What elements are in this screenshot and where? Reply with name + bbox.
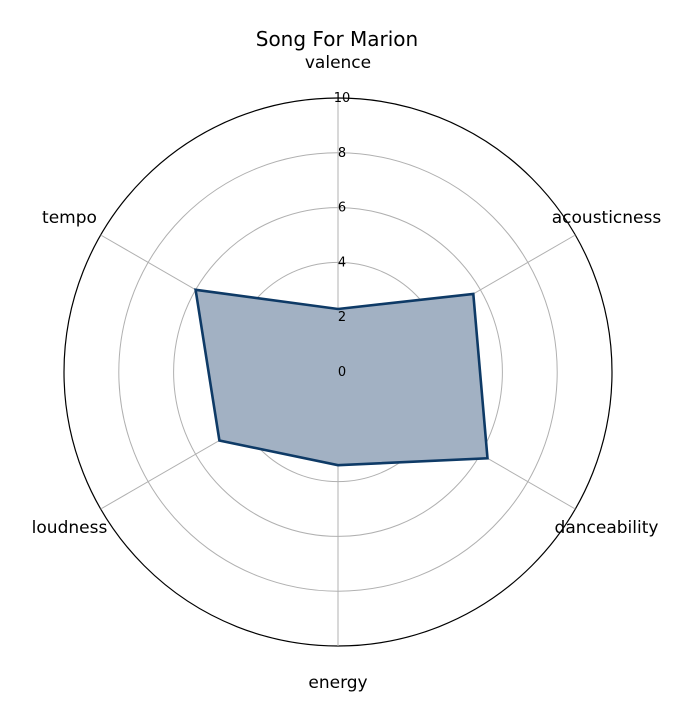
axis-label-valence: valence <box>305 53 371 73</box>
tick-label-4: 4 <box>338 255 346 270</box>
axis-label-acousticness: acousticness <box>552 208 662 228</box>
axis-label-danceability: danceability <box>555 518 659 538</box>
tick-label-10: 10 <box>334 91 351 106</box>
tick-label-0: 0 <box>338 365 346 380</box>
chart-title: Song For Marion <box>256 27 418 51</box>
tick-label-8: 8 <box>338 146 346 161</box>
tick-label-6: 6 <box>338 201 346 216</box>
axis-label-tempo: tempo <box>42 208 97 228</box>
series-polygon-0 <box>194 288 489 467</box>
axis-labels: valence acousticness danceability energy lou… <box>32 53 662 693</box>
axis-label-energy: energy <box>308 673 367 693</box>
axis-label-loudness: loudness <box>32 518 108 538</box>
radial-tick-labels: 0 2 4 6 8 10 <box>334 91 351 380</box>
tick-label-2: 2 <box>338 310 346 325</box>
radar-series <box>194 288 489 467</box>
